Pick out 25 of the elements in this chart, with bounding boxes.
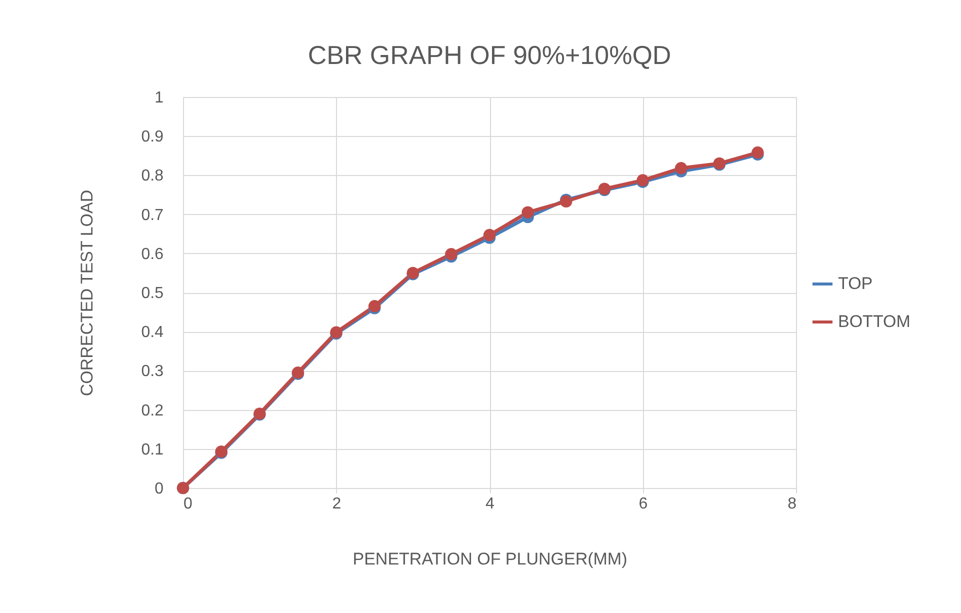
x-tick-label: 8 bbox=[788, 496, 797, 512]
y-tick-label: 0.5 bbox=[141, 285, 164, 302]
y-tick-label: 0.6 bbox=[141, 246, 164, 263]
x-tick-label: 2 bbox=[332, 496, 342, 512]
x-tick-label: 6 bbox=[638, 496, 648, 512]
chart-title: CBR GRAPH OF 90%+10%QD bbox=[308, 40, 672, 70]
x-axis-title: PENETRATION OF PLUNGER(MM) bbox=[352, 550, 628, 568]
y-tick-label: 0.7 bbox=[141, 206, 164, 224]
legend-label: TOP bbox=[838, 274, 873, 293]
y-tick-label: 0.9 bbox=[141, 128, 164, 146]
x-tick-label: 0 bbox=[184, 496, 192, 512]
point bbox=[483, 228, 496, 242]
y-tick-label: 0.8 bbox=[141, 168, 164, 185]
y-tick-label: 0.1 bbox=[141, 441, 164, 458]
legend-label: BOTTOM bbox=[838, 312, 910, 331]
point bbox=[445, 248, 458, 260]
point bbox=[522, 206, 534, 218]
y-tick-label: 0.2 bbox=[141, 402, 164, 420]
y-axis-title: CORRECTED TEST LOAD bbox=[77, 190, 96, 396]
y-tick-label: 1 bbox=[154, 90, 164, 106]
y-tick-label: 0.3 bbox=[141, 363, 164, 380]
y-tick-label: 0 bbox=[154, 480, 164, 498]
y-tick-label: 0.4 bbox=[141, 324, 164, 342]
x-tick-label: 4 bbox=[486, 496, 495, 512]
point bbox=[674, 162, 688, 174]
